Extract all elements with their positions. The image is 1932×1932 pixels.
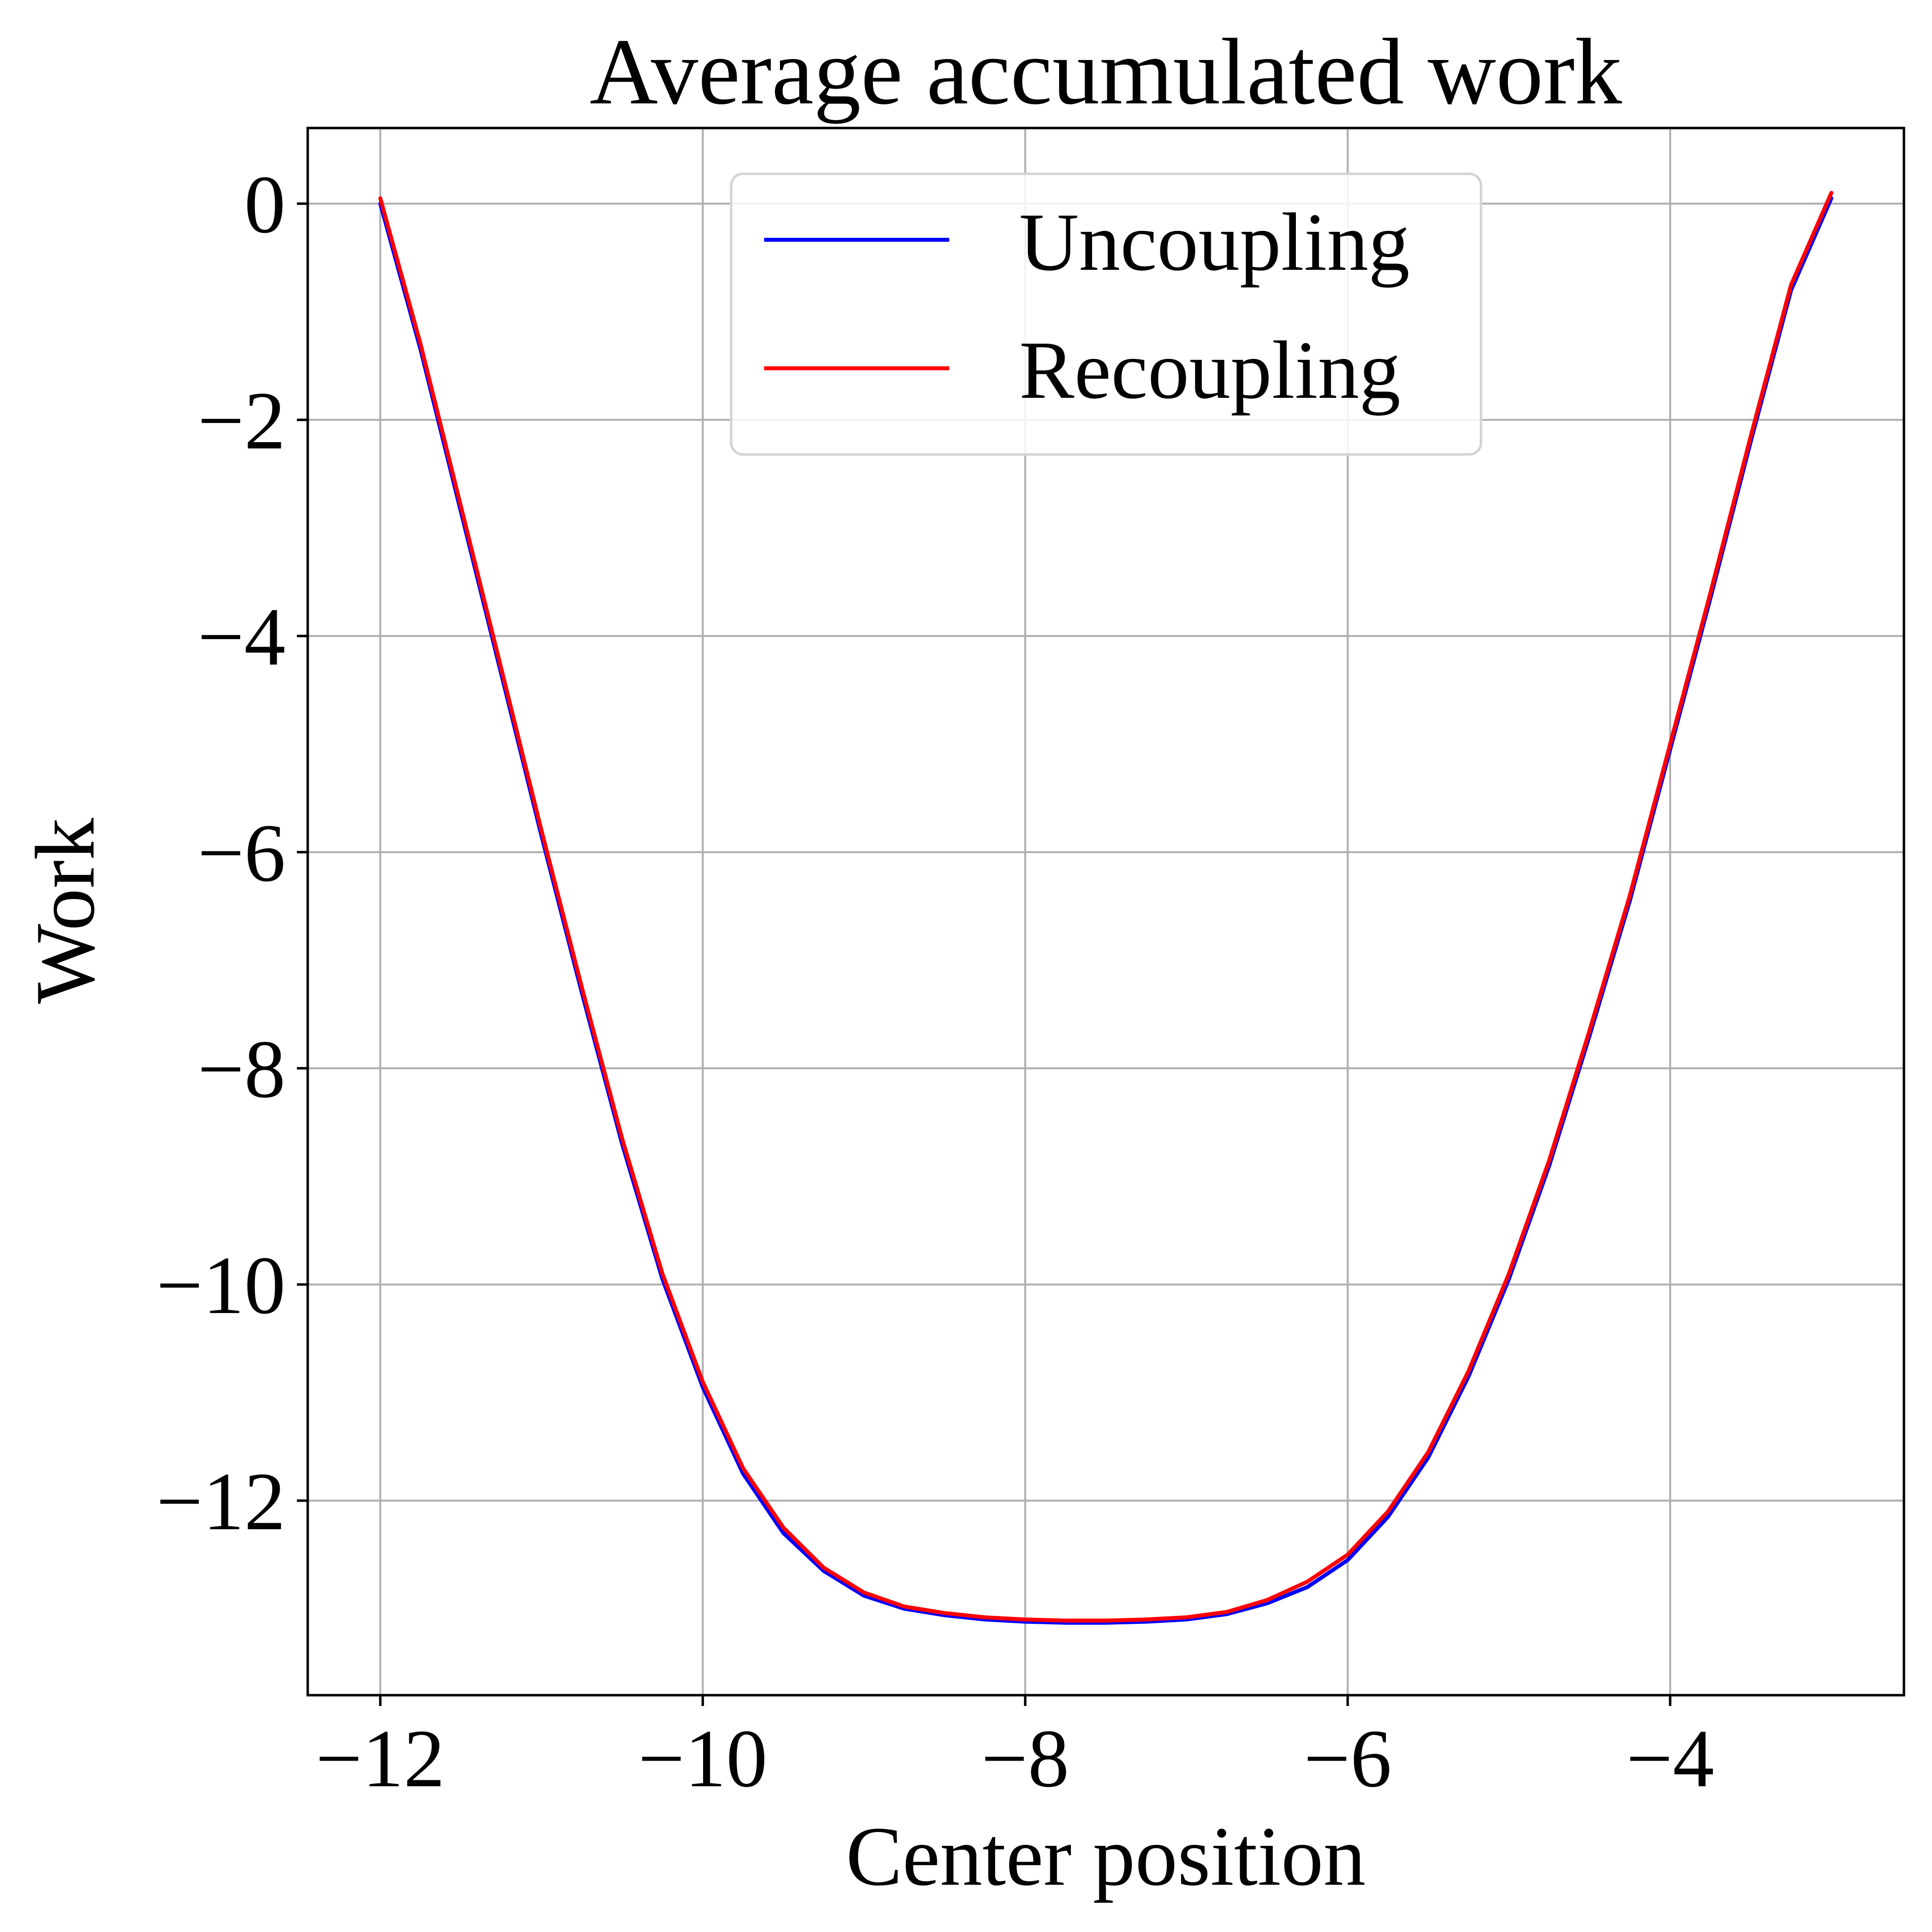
x-tick-label: −10 — [638, 1713, 768, 1804]
legend-label-uncoupling: Uncoupling — [1019, 196, 1410, 288]
x-axis-label: Center position — [846, 1810, 1366, 1903]
plot-lines — [378, 191, 1834, 1625]
chart-title: Average accumulated work — [590, 19, 1622, 124]
y-tick-label: −2 — [197, 375, 286, 467]
y-tick-label: −10 — [156, 1240, 286, 1331]
y-axis-label: Work — [19, 818, 112, 1004]
x-tick-label: −6 — [1304, 1713, 1392, 1804]
x-tick-label: −8 — [981, 1713, 1069, 1804]
plot-area-frame — [306, 127, 1905, 1697]
legend-label-recoupling: Recoupling — [1019, 324, 1401, 416]
y-tick-label: −12 — [156, 1456, 286, 1547]
y-axis-ticks: 0 −2 −4 −6 −8 −10 −12 — [156, 159, 308, 1547]
x-axis-ticks: −12 −10 −8 −6 −4 — [316, 1695, 1714, 1804]
series-line-recoupling — [378, 191, 1834, 1623]
legend: Uncoupling Recoupling — [730, 172, 1482, 456]
y-tick-label: 0 — [244, 159, 286, 251]
x-tick-label: −4 — [1626, 1713, 1714, 1804]
y-tick-label: −8 — [197, 1024, 286, 1115]
legend-box — [730, 172, 1482, 456]
y-tick-label: −4 — [197, 591, 286, 683]
x-tick-label: −12 — [316, 1713, 445, 1804]
y-tick-label: −6 — [197, 807, 286, 899]
